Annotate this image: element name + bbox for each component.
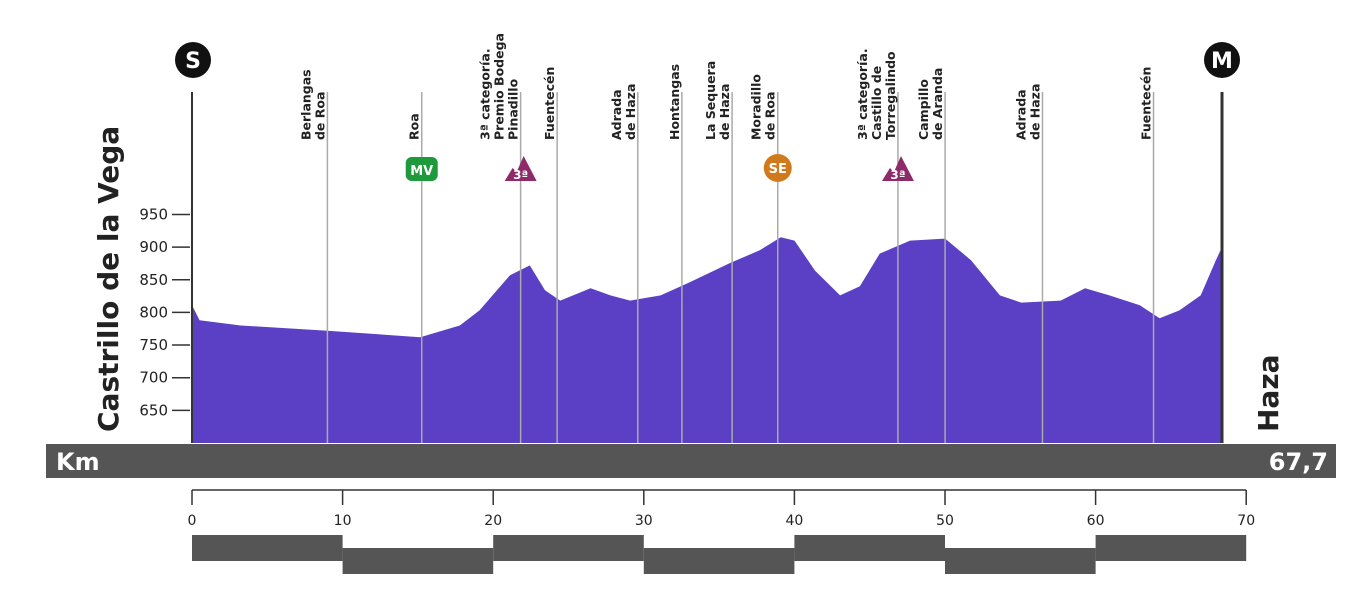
waypoint-label: Berlangas xyxy=(298,69,313,140)
x-tick-label: 0 xyxy=(188,513,197,529)
waypoint-label: Roa xyxy=(407,113,422,140)
distance-scale-block xyxy=(493,535,644,561)
km-bar xyxy=(46,444,1336,478)
x-tick-label: 40 xyxy=(785,513,803,529)
climb-category-label: 3ª xyxy=(513,168,528,182)
waypoint-label: Moradillo xyxy=(749,74,764,140)
x-tick-label: 10 xyxy=(334,513,352,529)
y-tick-label: 950 xyxy=(139,205,168,223)
finish-town: Haza xyxy=(1252,354,1285,432)
total-distance: 67,7 xyxy=(1269,448,1328,476)
waypoint-label: Fuentecén xyxy=(542,67,557,140)
special-badge-icon xyxy=(763,154,792,182)
x-tick-label: 50 xyxy=(936,513,954,529)
y-tick-label: 800 xyxy=(139,303,168,321)
mountain-icon xyxy=(881,156,914,181)
waypoint-label: de Roa xyxy=(312,92,327,140)
km-label: Km xyxy=(56,448,100,476)
waypoint-label: Pinadillo xyxy=(506,78,521,140)
waypoint-label: de Aranda xyxy=(930,68,945,140)
y-tick-label: 900 xyxy=(139,238,168,256)
sprint-badge-icon xyxy=(405,157,438,181)
distance-scale-block xyxy=(342,548,494,574)
y-tick-label: 700 xyxy=(139,369,168,387)
x-tick-label: 70 xyxy=(1237,513,1255,529)
elevation-area xyxy=(192,237,1222,443)
start-icon-label: S xyxy=(185,49,201,74)
waypoint-label: Castillo de xyxy=(869,66,884,140)
distance-scale-block xyxy=(643,548,795,574)
x-tick-label: 30 xyxy=(635,513,653,529)
waypoint-label: de Haza xyxy=(1027,84,1042,140)
finish-icon-label: M xyxy=(1211,49,1233,74)
waypoint-label: Hontangas xyxy=(667,64,682,140)
x-tick-label: 60 xyxy=(1087,513,1105,529)
y-tick-label: 650 xyxy=(139,401,168,419)
start-town: Castrillo de la Vega xyxy=(92,126,125,432)
waypoint-label: Adrada xyxy=(609,89,624,140)
distance-scale-block xyxy=(794,535,945,561)
waypoint-label: de Haza xyxy=(717,84,732,140)
waypoint-label: 3ª categoría. xyxy=(478,48,493,140)
waypoint-label: Torregalindo xyxy=(883,51,898,140)
start-icon xyxy=(175,42,211,78)
mountain-icon xyxy=(504,156,537,181)
distance-scale-block xyxy=(1095,535,1247,561)
waypoint-label: Fuentecén xyxy=(1139,67,1154,140)
waypoint-label: Adrada xyxy=(1013,89,1028,140)
x-tick-label: 20 xyxy=(484,513,502,529)
distance-scale-block xyxy=(192,535,343,561)
climb-category-label: 3ª xyxy=(890,168,905,182)
distance-scale-block xyxy=(945,548,1096,574)
y-tick-label: 850 xyxy=(139,271,168,289)
y-tick-label: 750 xyxy=(139,336,168,354)
waypoint-label: 3ª categoría. xyxy=(855,48,870,140)
waypoint-label: Premio Bodega xyxy=(492,33,507,140)
special-badge-label: SE xyxy=(769,162,787,177)
waypoint-label: La Sequera xyxy=(703,61,718,140)
finish-icon xyxy=(1204,42,1240,78)
waypoint-label: de Roa xyxy=(763,92,778,140)
waypoint-label: Campillo xyxy=(916,79,931,140)
waypoint-label: de Haza xyxy=(623,84,638,140)
sprint-badge-label: MV xyxy=(410,164,433,179)
